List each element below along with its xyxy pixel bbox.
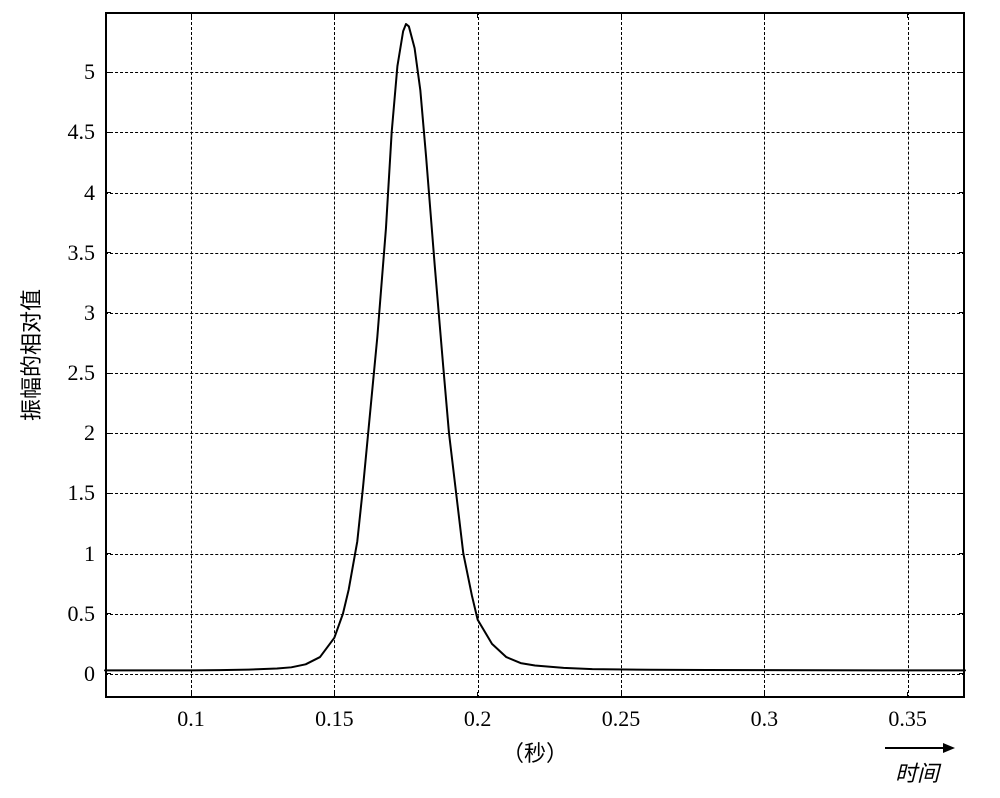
- y-tick-label: 2: [84, 420, 95, 446]
- y-tick-label: 3.5: [68, 240, 96, 266]
- y-tick-label: 3: [84, 300, 95, 326]
- time-label: 时间: [895, 756, 939, 788]
- y-tick-label: 4: [84, 180, 95, 206]
- x-tick-label: 0.35: [888, 706, 927, 732]
- x-axis-unit-label: （秒）: [502, 736, 568, 768]
- x-tick-label: 0.15: [315, 706, 354, 732]
- y-tick-label: 5: [84, 59, 95, 85]
- y-axis-label: 振幅的相对值: [14, 289, 46, 421]
- x-tick-label: 0.1: [177, 706, 205, 732]
- y-tick-label: 2.5: [68, 360, 96, 386]
- y-tick-label: 1.5: [68, 480, 96, 506]
- series-line: [105, 12, 965, 698]
- y-tick-label: 1: [84, 541, 95, 567]
- x-tick-label: 0.2: [464, 706, 492, 732]
- plot-area: [105, 12, 965, 698]
- y-tick-label: 0: [84, 661, 95, 687]
- figure: 振幅的相对值 （秒） 时间 0 0.5 1 1.5 2 2.5 3 3.5 4 4.5 5 0.1 0.…: [0, 0, 1000, 798]
- x-tick-label: 0.3: [751, 706, 779, 732]
- y-tick-label: 0.5: [68, 601, 96, 627]
- y-tick-label: 4.5: [68, 119, 96, 145]
- x-tick-label: 0.25: [602, 706, 641, 732]
